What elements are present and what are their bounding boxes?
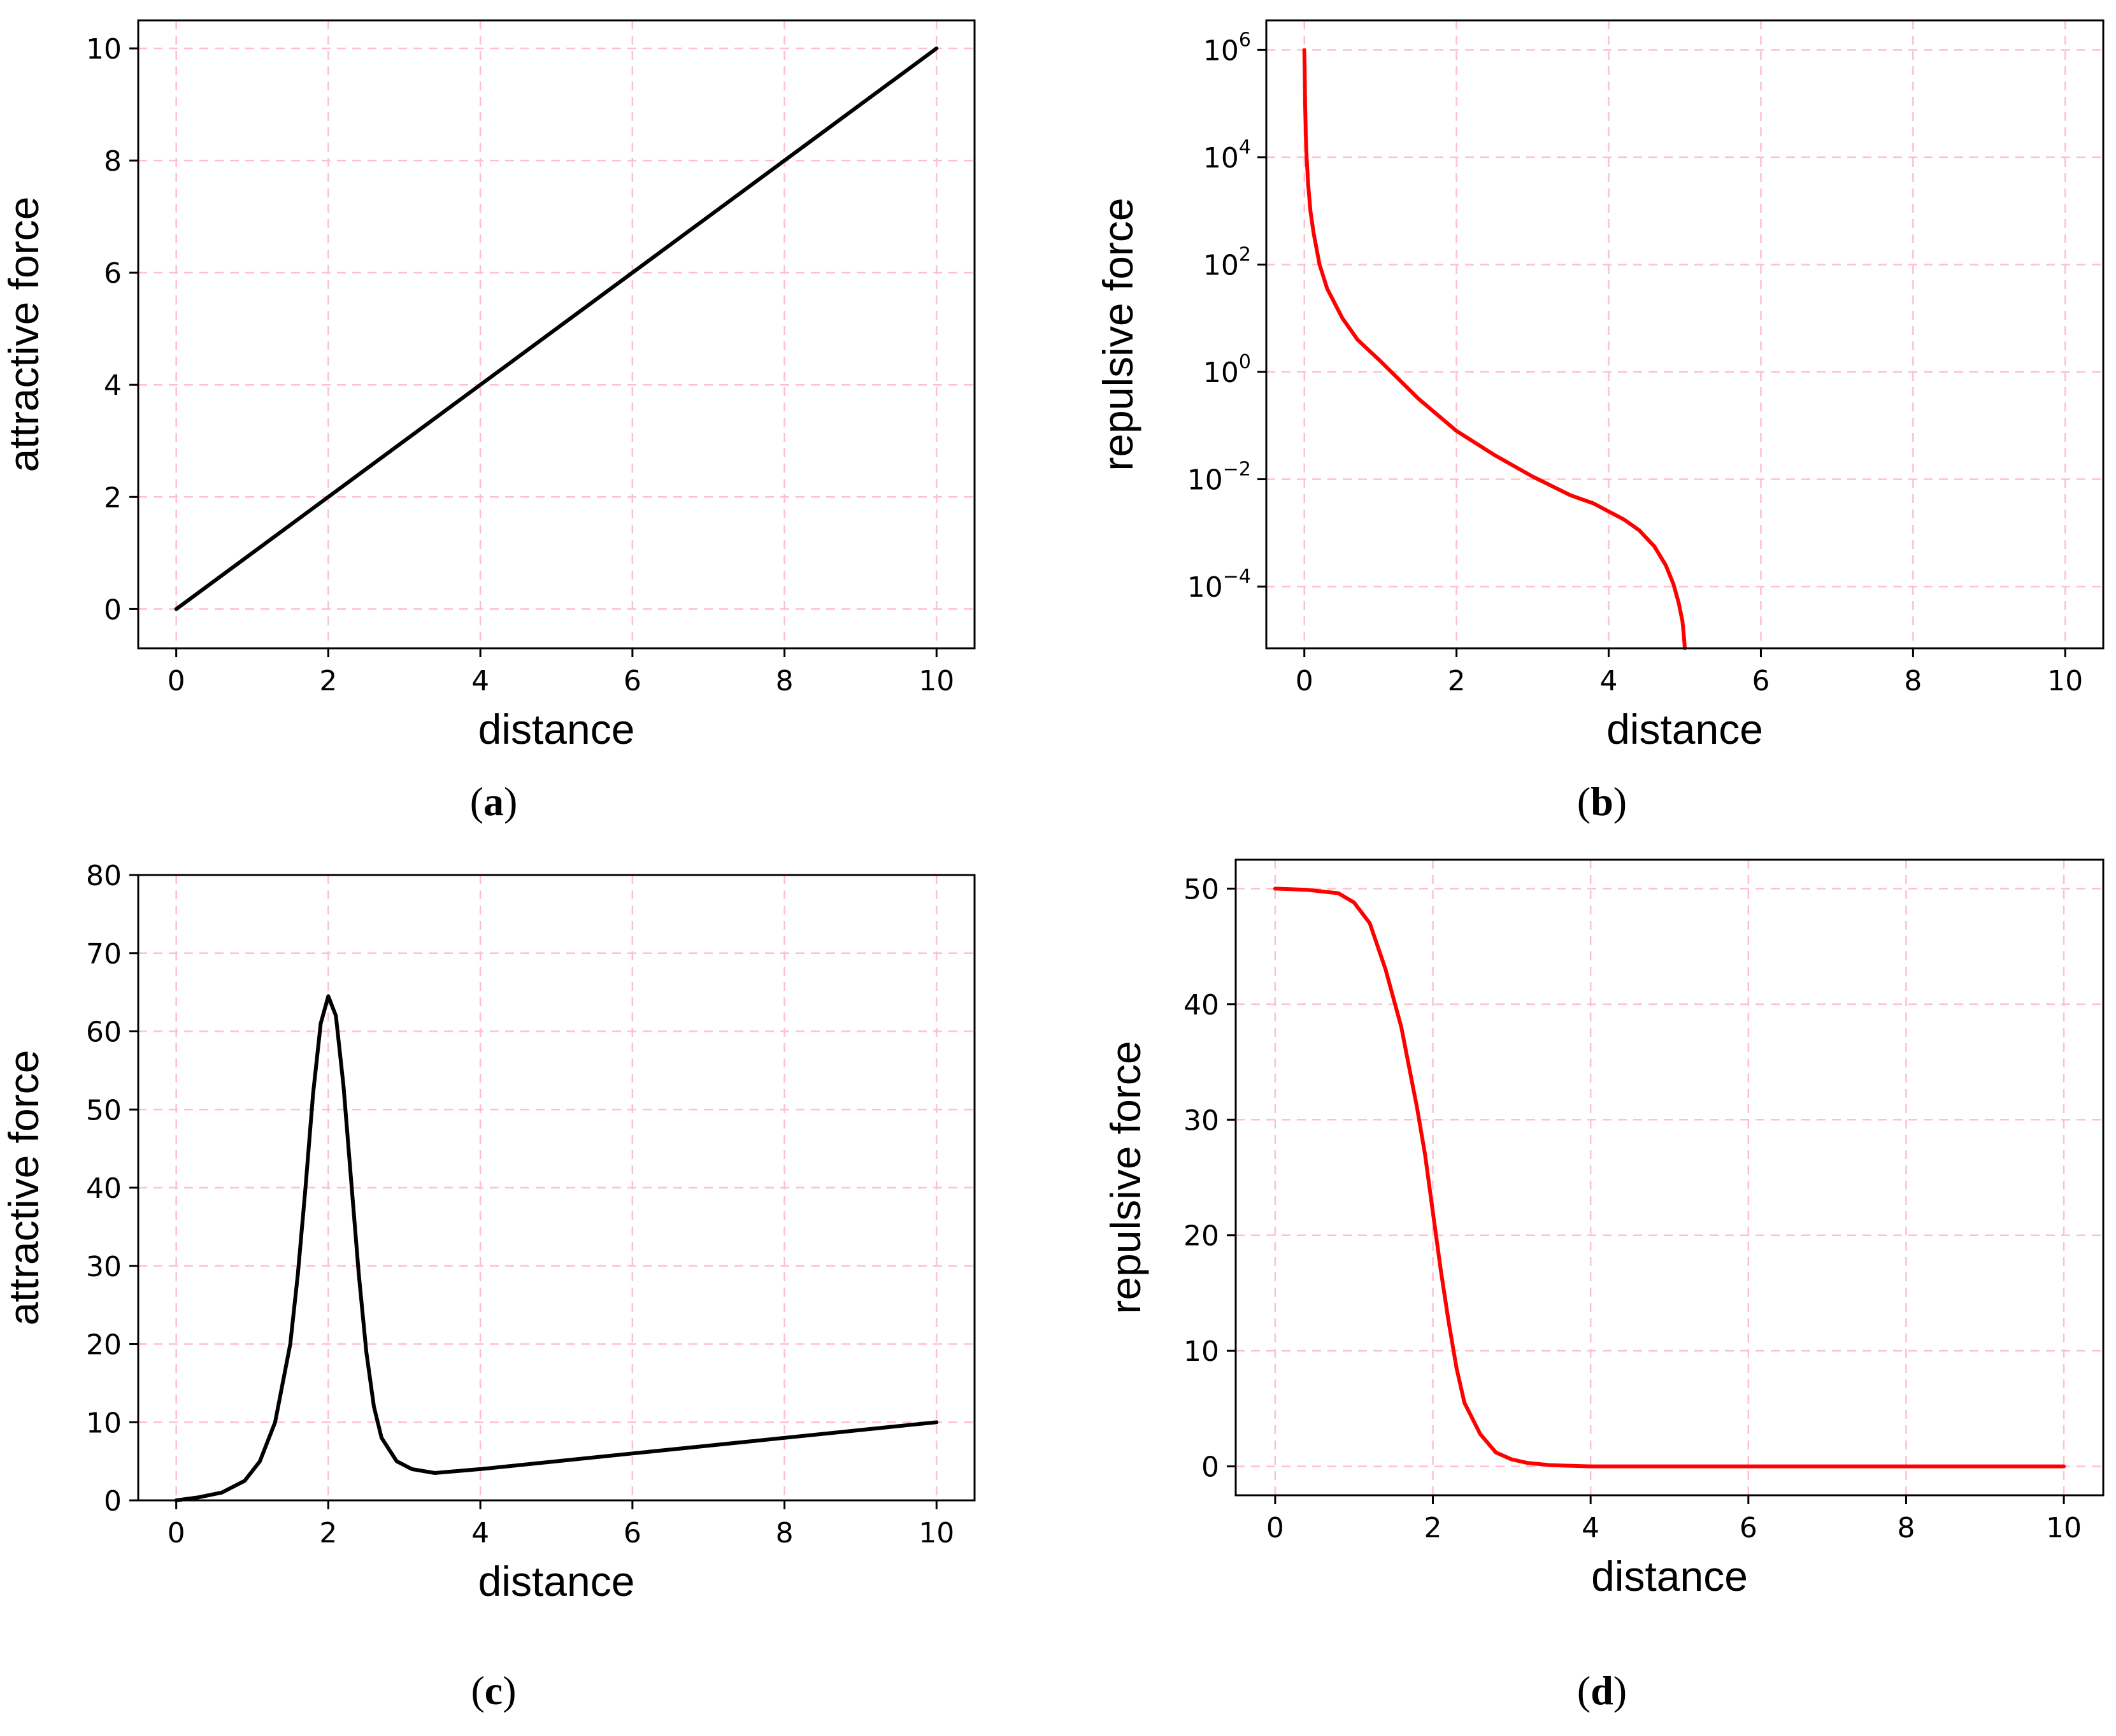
panel-caption-a: (a) [470, 779, 518, 824]
x-tick-label-4: 8 [776, 1517, 794, 1549]
x-tick-label-2: 4 [471, 665, 489, 697]
y-axis-label: attractive force [0, 1050, 47, 1326]
x-tick-label-1: 2 [1448, 665, 1466, 697]
panel-a: 0 2 4 6 8 10 0 2 4 6 8 10 distance attractive force (a… [0, 19, 976, 824]
x-axis-label: distance [478, 1558, 635, 1605]
y-tick-label-2: 102 [1203, 243, 1251, 281]
x-tick-label-1: 2 [319, 1517, 337, 1549]
y-tick-label-0: 0 [104, 594, 122, 626]
y-tick-label-0: 106 [1203, 29, 1251, 67]
plot-frame-d [1234, 858, 2105, 1497]
y-tick-label-1: 104 [1203, 136, 1251, 174]
y-tick-label-5: 10−4 [1187, 566, 1251, 604]
x-tick-label-2: 4 [1600, 665, 1618, 697]
y-tick-label-1: 2 [104, 481, 122, 514]
x-tick-label-4: 8 [1897, 1512, 1915, 1544]
x-axis-label: distance [478, 706, 635, 753]
y-tick-label-7: 70 [86, 938, 122, 971]
panel-c: 0 2 4 6 8 10 0 10 20 30 40 50 60 70 80 distance attracti… [0, 860, 976, 1713]
panel-caption-d: (d) [1577, 1668, 1627, 1713]
x-tick-label-4: 8 [776, 665, 794, 697]
x-tick-label-1: 2 [319, 665, 337, 697]
x-tick-label-0: 0 [168, 1517, 185, 1549]
series-line-a-0 [174, 46, 939, 611]
x-tick-label-5: 10 [2047, 665, 2083, 697]
x-tick-label-2: 4 [1582, 1512, 1599, 1544]
x-tick-label-3: 6 [624, 1517, 641, 1549]
y-tick-label-4: 40 [86, 1172, 122, 1205]
x-axis-label: distance [1606, 706, 1763, 753]
x-tick-label-2: 4 [471, 1517, 489, 1549]
y-tick-label-3: 100 [1203, 351, 1251, 389]
y-tick-label-5: 50 [1183, 873, 1219, 906]
x-tick-label-3: 6 [624, 665, 641, 697]
panel-d: 0 2 4 6 8 10 0 10 20 30 40 50 distance repulsive forc… [1102, 858, 2105, 1713]
plot-frame-a [137, 19, 976, 650]
x-tick-label-0: 0 [1266, 1512, 1284, 1544]
y-tick-label-1: 10 [86, 1407, 122, 1439]
y-tick-label-5: 10 [86, 33, 122, 66]
y-tick-label-2: 20 [86, 1329, 122, 1362]
y-tick-label-5: 50 [86, 1094, 122, 1127]
x-tick-label-5: 10 [2046, 1512, 2082, 1544]
y-tick-label-3: 6 [104, 257, 122, 290]
y-tick-label-6: 60 [86, 1016, 122, 1049]
y-tick-label-2: 4 [104, 369, 122, 402]
y-tick-label-1: 10 [1183, 1335, 1219, 1368]
y-axis-label: repulsive force [1094, 197, 1141, 471]
series-line-d-0 [1273, 886, 2066, 1469]
y-tick-label-4: 8 [104, 145, 122, 178]
x-tick-label-3: 6 [1740, 1512, 1757, 1544]
y-axis-label: repulsive force [1102, 1041, 1149, 1314]
x-tick-label-1: 2 [1424, 1512, 1442, 1544]
x-tick-label-5: 10 [919, 665, 954, 697]
x-tick-label-3: 6 [1752, 665, 1769, 697]
x-tick-label-0: 0 [1296, 665, 1313, 697]
y-tick-label-4: 40 [1183, 989, 1219, 1021]
panel-caption-c: (c) [471, 1668, 516, 1713]
y-tick-label-3: 30 [86, 1251, 122, 1283]
x-tick-label-5: 10 [919, 1517, 954, 1549]
y-tick-label-8: 80 [86, 860, 122, 892]
x-tick-label-0: 0 [168, 665, 185, 697]
y-tick-label-4: 10−2 [1187, 459, 1251, 497]
y-tick-label-2: 20 [1183, 1220, 1219, 1253]
panel-caption-b: (b) [1577, 779, 1627, 824]
series-line-c-0 [174, 994, 939, 1502]
y-tick-label-0: 0 [1201, 1451, 1219, 1484]
plot-frame-b [1265, 19, 2105, 650]
y-axis-label: attractive force [0, 197, 47, 473]
y-tick-label-3: 30 [1183, 1104, 1219, 1137]
series-line-b-0 [1302, 48, 1687, 650]
x-tick-label-4: 8 [1904, 665, 1922, 697]
y-tick-label-0: 0 [104, 1485, 122, 1518]
x-axis-label: distance [1591, 1553, 1748, 1600]
panel-b: 0 2 4 6 8 10 106 104 102 100 10−2 10−4 distance repul… [1094, 19, 2105, 824]
